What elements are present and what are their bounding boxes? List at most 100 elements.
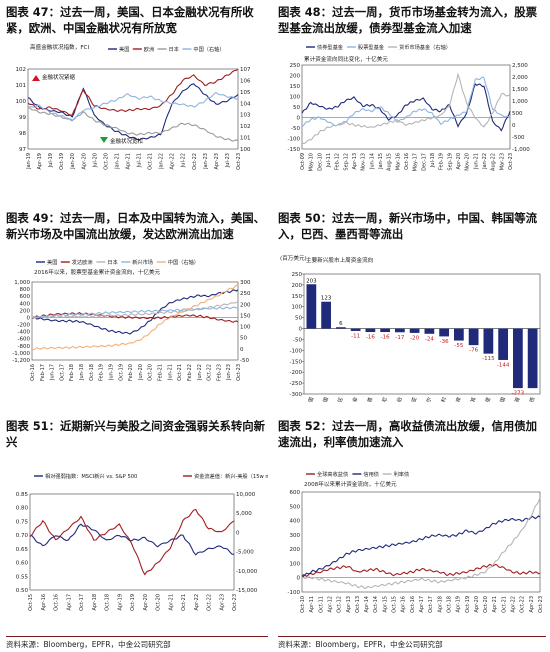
series-line <box>301 563 541 577</box>
x-tick-label: Oct-18 <box>89 364 95 381</box>
y-tick-label: -1,000 <box>12 351 30 357</box>
y-tick-label: -800 <box>18 344 31 350</box>
x-tick-label: Oct-23 <box>508 153 514 170</box>
x-tick-label: Feb-20 <box>128 364 134 381</box>
plot-frame <box>27 68 239 150</box>
y2-tick-label: 150 <box>240 313 251 319</box>
series-line <box>31 306 239 319</box>
x-tick-label: Jun-21 <box>167 364 173 381</box>
y2-tick-label: 250 <box>240 291 251 297</box>
data-label: -144 <box>497 362 510 368</box>
x-tick-label: Aug-22 <box>491 153 497 171</box>
y-tick-label: 0.70 <box>16 533 29 539</box>
x-tick-label: Oct-16 <box>54 594 60 611</box>
y2-tick-label: -10,000 <box>236 569 258 575</box>
y-tick-label: -150 <box>290 359 303 365</box>
y-tick-label: 102 <box>16 67 27 73</box>
bar <box>350 328 361 331</box>
x-tick-label: Oct-18 <box>446 596 452 613</box>
chart-subtitle: 高盛金融状况指数，FCI <box>30 43 89 51</box>
x-tick-label: Jan-22 <box>482 153 488 170</box>
x-tick-label: Oct-23 <box>236 153 242 170</box>
bar <box>395 328 405 333</box>
panel-chart-52: 图表 52：过去一周，高收益债流出放缓，信用债加速流出，利率债加速流入 2008… <box>278 418 546 633</box>
x-tick-label: Oct-15 <box>28 594 34 611</box>
x-tick-label: Jun-23 <box>226 364 232 381</box>
y2-tick-label: 200 <box>240 302 251 308</box>
x-tick-label: Apr-12 <box>327 596 333 613</box>
y2-tick-label: 102 <box>240 124 251 130</box>
y2-tick-label: 105 <box>240 90 251 96</box>
x-tick-label: Jul-23 <box>225 153 231 168</box>
legend-label: 美国 <box>47 258 57 266</box>
y-tick-label: 200 <box>292 283 303 289</box>
bar <box>498 328 508 360</box>
series-line <box>31 301 239 319</box>
data-label: -16 <box>381 335 390 341</box>
y-tick-label: 300 <box>290 533 301 539</box>
data-label: -17 <box>395 335 404 341</box>
data-label: -55 <box>454 343 463 349</box>
x-tick-label: Jul-22 <box>181 153 187 168</box>
legend-label: 欧洲 <box>144 45 154 53</box>
x-tick-label: Dec-17 <box>421 153 427 171</box>
x-tick-label: Apr-20 <box>456 153 462 170</box>
x-tick-label: Sep-19 <box>447 153 453 171</box>
x-tick-label: Nov-20 <box>465 153 471 171</box>
y-tick-label: 100 <box>292 305 303 311</box>
x-tick-label: Oct-12 <box>337 596 343 613</box>
y2-tick-label: 500 <box>512 111 523 117</box>
y-tick-label: 98 <box>19 131 26 137</box>
x-tick-label: Apr-22 <box>194 594 200 611</box>
y-tick-label: 150 <box>292 294 303 300</box>
y-axis-label: (百万美元) <box>280 254 307 262</box>
bar <box>409 328 420 333</box>
x-tick-label: Apr-23 <box>219 594 225 611</box>
x-tick-label: Jun-19 <box>108 364 114 381</box>
x-tick-label: Jun-14 <box>369 153 375 170</box>
y2-tick-label: 100 <box>240 325 251 331</box>
annotation: 金融状况宽松 <box>110 137 144 145</box>
x-tick-label: Apr-19 <box>456 596 462 613</box>
y-tick-label: 1,000 <box>14 280 30 286</box>
x-tick-label: Oct-17 <box>59 364 65 381</box>
y-tick-label: -300 <box>290 392 303 398</box>
y-tick-label: 0.60 <box>16 561 29 567</box>
x-tick-label: Feb-22 <box>187 364 193 381</box>
x-tick-label: Feb-19 <box>99 364 105 381</box>
up-arrow-icon <box>32 75 40 81</box>
y2-tick-label: -5,000 <box>236 550 254 556</box>
y2-tick-label: 101 <box>240 136 251 142</box>
chart-title: 图表 52：过去一周，高收益债流出放缓，信用债加速流出，利率债加速流入 <box>278 419 538 449</box>
y2-tick-label: 300 <box>240 280 251 286</box>
legend-label: 资金流差值：新兴-美股（15w mavg，RHS） <box>194 472 268 480</box>
x-tick-label: 巴西 <box>526 396 536 402</box>
x-tick-label: Apr-20 <box>474 596 480 613</box>
y2-tick-label: 0 <box>512 123 516 129</box>
x-tick-label: Oct-23 <box>236 364 242 381</box>
x-tick-label: Nov-13 <box>361 153 367 171</box>
y-tick-label: -50 <box>293 337 302 343</box>
x-tick-label: 菲律宾 <box>450 396 463 402</box>
panel-chart-51: 图表 51：近期新兴与美股之间资金强弱关系转向新兴 0.50 0.55 0.60 0.… <box>6 418 268 633</box>
x-tick-label: Apr-13 <box>346 596 352 613</box>
y2-tick-label: 10,000 <box>236 492 256 498</box>
down-arrow-icon <box>100 137 108 143</box>
y-tick-label: -250 <box>290 381 303 387</box>
x-tick-label: May-10 <box>309 153 315 171</box>
x-tick-label: Dec-10 <box>317 153 323 171</box>
x-tick-label: Apr-15 <box>382 596 388 613</box>
x-tick-label: Oct-15 <box>392 596 398 613</box>
y2-tick-label: -50 <box>240 358 249 364</box>
x-tick-label: Jul-20 <box>92 153 98 168</box>
bar <box>365 328 376 333</box>
x-tick-label: Oct-20 <box>103 153 109 170</box>
x-tick-label: Apr-21 <box>125 153 131 170</box>
x-tick-label: 沙特阿拉伯 <box>387 396 403 402</box>
panel-chart-48: 图表 48：过去一周，货币市场基金转为流入，股票型基金流出放缓，债券型基金流入加… <box>278 4 546 194</box>
legend-label: 中国（右轴） <box>168 258 199 266</box>
bar <box>513 328 523 389</box>
y2-tick-label: 2,500 <box>512 63 528 69</box>
series-line <box>29 508 235 576</box>
y-tick-label: 50 <box>293 105 300 111</box>
